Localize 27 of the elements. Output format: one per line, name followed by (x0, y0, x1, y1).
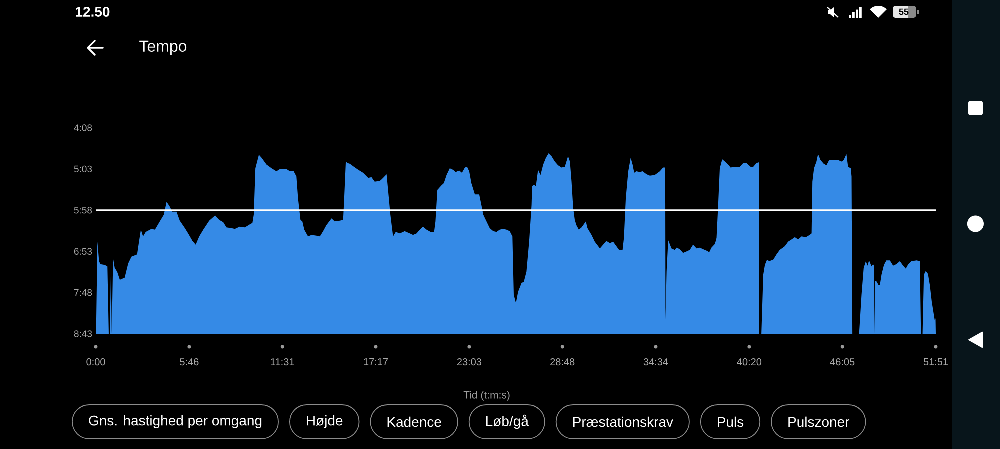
y-tick-label: 8:43 (74, 330, 92, 338)
y-tick-label: 7:48 (74, 289, 92, 296)
x-tick-label: 5:46 (180, 358, 199, 366)
x-tick-label: 28:48 (550, 358, 575, 366)
text: 12.50 (76, 7, 110, 17)
x-tick-label: 23:03 (457, 358, 482, 366)
y-tick-label: 4:08 (74, 124, 92, 132)
x-tick-label: 0:00 (86, 358, 106, 366)
x-tick-label: 17:17 (364, 358, 388, 366)
text: 55 (899, 8, 909, 16)
text: Løb/gå (486, 414, 529, 430)
text: Højde (307, 415, 343, 429)
y-tick-label: 5:58 (74, 207, 92, 214)
x-tick-label: 51:51 (924, 358, 948, 366)
y-tick-label: 6:53 (74, 248, 92, 255)
y-tick-label: 5:03 (74, 166, 92, 173)
text: Præstationskrav (573, 416, 674, 428)
x-tick-label: 46:05 (830, 358, 855, 366)
chart-title: Tempo (140, 40, 187, 56)
text: Gns. hastighed per omgang (89, 415, 262, 429)
text: Pulszoner (788, 416, 850, 428)
text: Kadence (388, 416, 442, 428)
x-tick-label: 11:31 (271, 358, 294, 366)
x-tick-label: 40:20 (737, 358, 762, 366)
text: Puls (718, 416, 744, 428)
x-tick-label: 34:34 (644, 358, 668, 366)
x-axis-title: Tid (t:m:s) (464, 391, 510, 401)
